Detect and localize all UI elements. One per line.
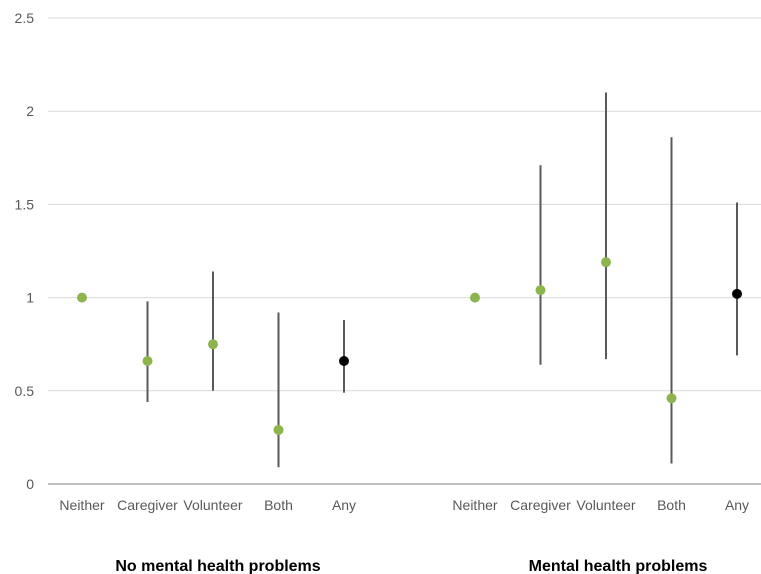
group-label: Mental health problems — [529, 558, 708, 574]
category-label: Neither — [452, 497, 497, 513]
data-point-neither — [77, 292, 87, 303]
y-tick-label: 2.5 — [15, 10, 35, 26]
data-point-both — [666, 393, 677, 404]
category-label: Both — [264, 497, 293, 513]
category-label: Caregiver — [117, 497, 178, 513]
data-point-caregiver — [142, 355, 153, 366]
y-tick-label: 2 — [26, 103, 34, 119]
y-tick-label: 1 — [26, 290, 34, 306]
y-tick-label: 0 — [26, 476, 34, 492]
category-label: Any — [725, 497, 749, 513]
data-point-both — [273, 424, 284, 435]
category-label: Caregiver — [510, 497, 571, 513]
category-label: Volunteer — [183, 497, 242, 513]
category-label: Both — [657, 497, 686, 513]
data-point-volunteer — [208, 339, 218, 350]
y-tick-label: 0.5 — [15, 383, 35, 399]
group-label: No mental health problems — [115, 558, 320, 574]
category-label: Volunteer — [576, 497, 635, 513]
category-label: Any — [332, 497, 356, 513]
data-point-neither — [470, 292, 480, 303]
category-label: Neither — [59, 497, 104, 513]
data-point-any — [732, 288, 742, 299]
data-point-volunteer — [601, 257, 611, 268]
y-tick-label: 1.5 — [15, 196, 35, 212]
data-point-any — [339, 355, 349, 366]
data-point-caregiver — [535, 285, 546, 296]
